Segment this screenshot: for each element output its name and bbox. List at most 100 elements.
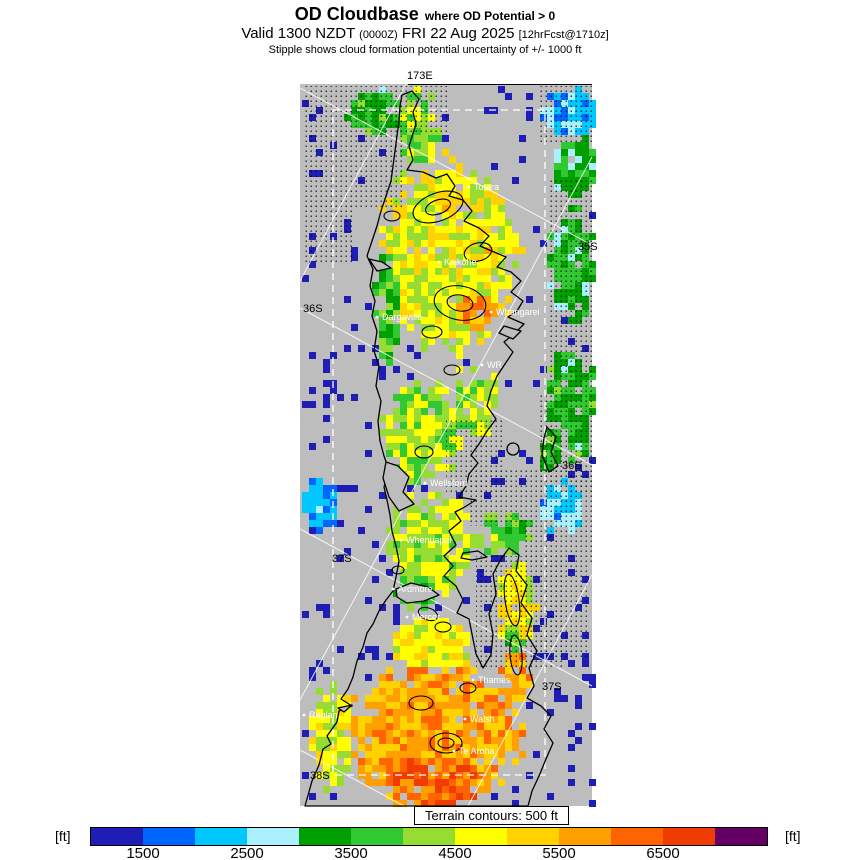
cloudbase-cell xyxy=(428,492,435,499)
cloudbase-cell xyxy=(323,772,330,779)
cloudbase-cell xyxy=(512,674,519,681)
cloudbase-cell xyxy=(435,744,442,751)
cloudbase-cell xyxy=(435,191,442,198)
cloudbase-cell xyxy=(491,163,498,170)
cloudbase-cell xyxy=(435,779,442,786)
cloudbase-cell xyxy=(477,261,484,268)
cloudbase-cell xyxy=(484,737,491,744)
graticule-line xyxy=(299,87,593,246)
cloudbase-cell xyxy=(498,730,505,737)
cloudbase-cell xyxy=(414,317,421,324)
cloudbase-cell xyxy=(379,282,386,289)
cloudbase-cell xyxy=(407,303,414,310)
cloudbase-cell xyxy=(442,765,449,772)
cloudbase-cell xyxy=(428,548,435,555)
cloudbase-cell xyxy=(379,331,386,338)
cloudbase-cell xyxy=(463,667,470,674)
cloudbase-cell xyxy=(463,303,470,310)
cloudbase-cell xyxy=(589,723,596,730)
cloudbase-cell xyxy=(442,240,449,247)
cloudbase-cell xyxy=(407,730,414,737)
cloudbase-cell xyxy=(484,394,491,401)
cloudbase-cell xyxy=(435,548,442,555)
cloudbase-cell xyxy=(442,618,449,625)
cloudbase-cell xyxy=(302,611,309,618)
cloudbase-cell xyxy=(372,730,379,737)
cloudbase-cell xyxy=(435,394,442,401)
cloudbase-cell xyxy=(309,793,316,800)
cloudbase-cell xyxy=(519,527,526,534)
cloudbase-cell xyxy=(400,786,407,793)
cloudbase-cell xyxy=(393,723,400,730)
colorbar-tick-label: 4500 xyxy=(438,845,472,860)
cloudbase-cell xyxy=(442,534,449,541)
cloudbase-cell xyxy=(393,296,400,303)
cloudbase-cell xyxy=(421,345,428,352)
cloudbase-cell xyxy=(449,625,456,632)
cloudbase-cell xyxy=(435,170,442,177)
cloudbase-cell xyxy=(449,723,456,730)
cloudbase-cell xyxy=(323,513,330,520)
cloudbase-cell xyxy=(372,695,379,702)
cloudbase-cell xyxy=(505,702,512,709)
cloudbase-cell xyxy=(400,450,407,457)
cloudbase-cell xyxy=(400,548,407,555)
cloudbase-cell xyxy=(491,394,498,401)
cloudbase-cell xyxy=(414,436,421,443)
cloudbase-cell xyxy=(589,401,596,408)
cloudbase-cell xyxy=(330,779,337,786)
cloudbase-cell xyxy=(470,191,477,198)
cloudbase-cell xyxy=(428,457,435,464)
cloudbase-cell xyxy=(393,233,400,240)
cloudbase-cell xyxy=(463,541,470,548)
cloudbase-cell xyxy=(414,282,421,289)
cloudbase-cell xyxy=(505,737,512,744)
cloudbase-cell xyxy=(421,226,428,233)
graticule-line xyxy=(467,574,593,807)
terrain-contour xyxy=(433,285,487,321)
cloudbase-cell xyxy=(484,695,491,702)
cloudbase-cell xyxy=(379,310,386,317)
cloudbase-cell xyxy=(505,93,512,100)
cloudbase-cell xyxy=(442,562,449,569)
cloudbase-cell xyxy=(449,632,456,639)
cloudbase-cell xyxy=(386,233,393,240)
cloudbase-cell xyxy=(407,471,414,478)
cloudbase-cell xyxy=(505,219,512,226)
cloudbase-cell xyxy=(372,359,379,366)
cloudbase-cell xyxy=(442,646,449,653)
cloudbase-cell xyxy=(589,366,596,373)
cloudbase-cell xyxy=(323,730,330,737)
cloudbase-cell xyxy=(463,695,470,702)
model-domain-boundary xyxy=(332,109,546,776)
cloudbase-cell xyxy=(400,632,407,639)
cloudbase-cell xyxy=(568,149,575,156)
cloudbase-cell xyxy=(407,555,414,562)
cloudbase-cell xyxy=(400,800,407,807)
cloudbase-cell xyxy=(400,765,407,772)
cloudbase-cell xyxy=(407,758,414,765)
terrain-contour xyxy=(383,210,401,222)
cloudbase-cell xyxy=(414,429,421,436)
cloudbase-cell xyxy=(470,198,477,205)
cloudbase-cell xyxy=(442,212,449,219)
cloudbase-cell xyxy=(449,646,456,653)
cloudbase-cell xyxy=(449,639,456,646)
cloudbase-cell xyxy=(386,310,393,317)
cloudbase-cell xyxy=(456,289,463,296)
cloudbase-cell xyxy=(407,646,414,653)
cloudbase-cell xyxy=(393,268,400,275)
cloudbase-cell xyxy=(386,702,393,709)
cloudbase-cell xyxy=(505,282,512,289)
cloudbase-cell xyxy=(442,800,449,807)
stipple-region xyxy=(303,206,355,264)
cloudbase-cell xyxy=(407,219,414,226)
cloudbase-cell xyxy=(428,156,435,163)
cloudbase-cell xyxy=(463,268,470,275)
cloudbase-cell xyxy=(379,744,386,751)
cloudbase-cell xyxy=(428,793,435,800)
cloudbase-cell xyxy=(456,674,463,681)
cloudbase-cell xyxy=(344,345,351,352)
cloudbase-cell xyxy=(435,331,442,338)
